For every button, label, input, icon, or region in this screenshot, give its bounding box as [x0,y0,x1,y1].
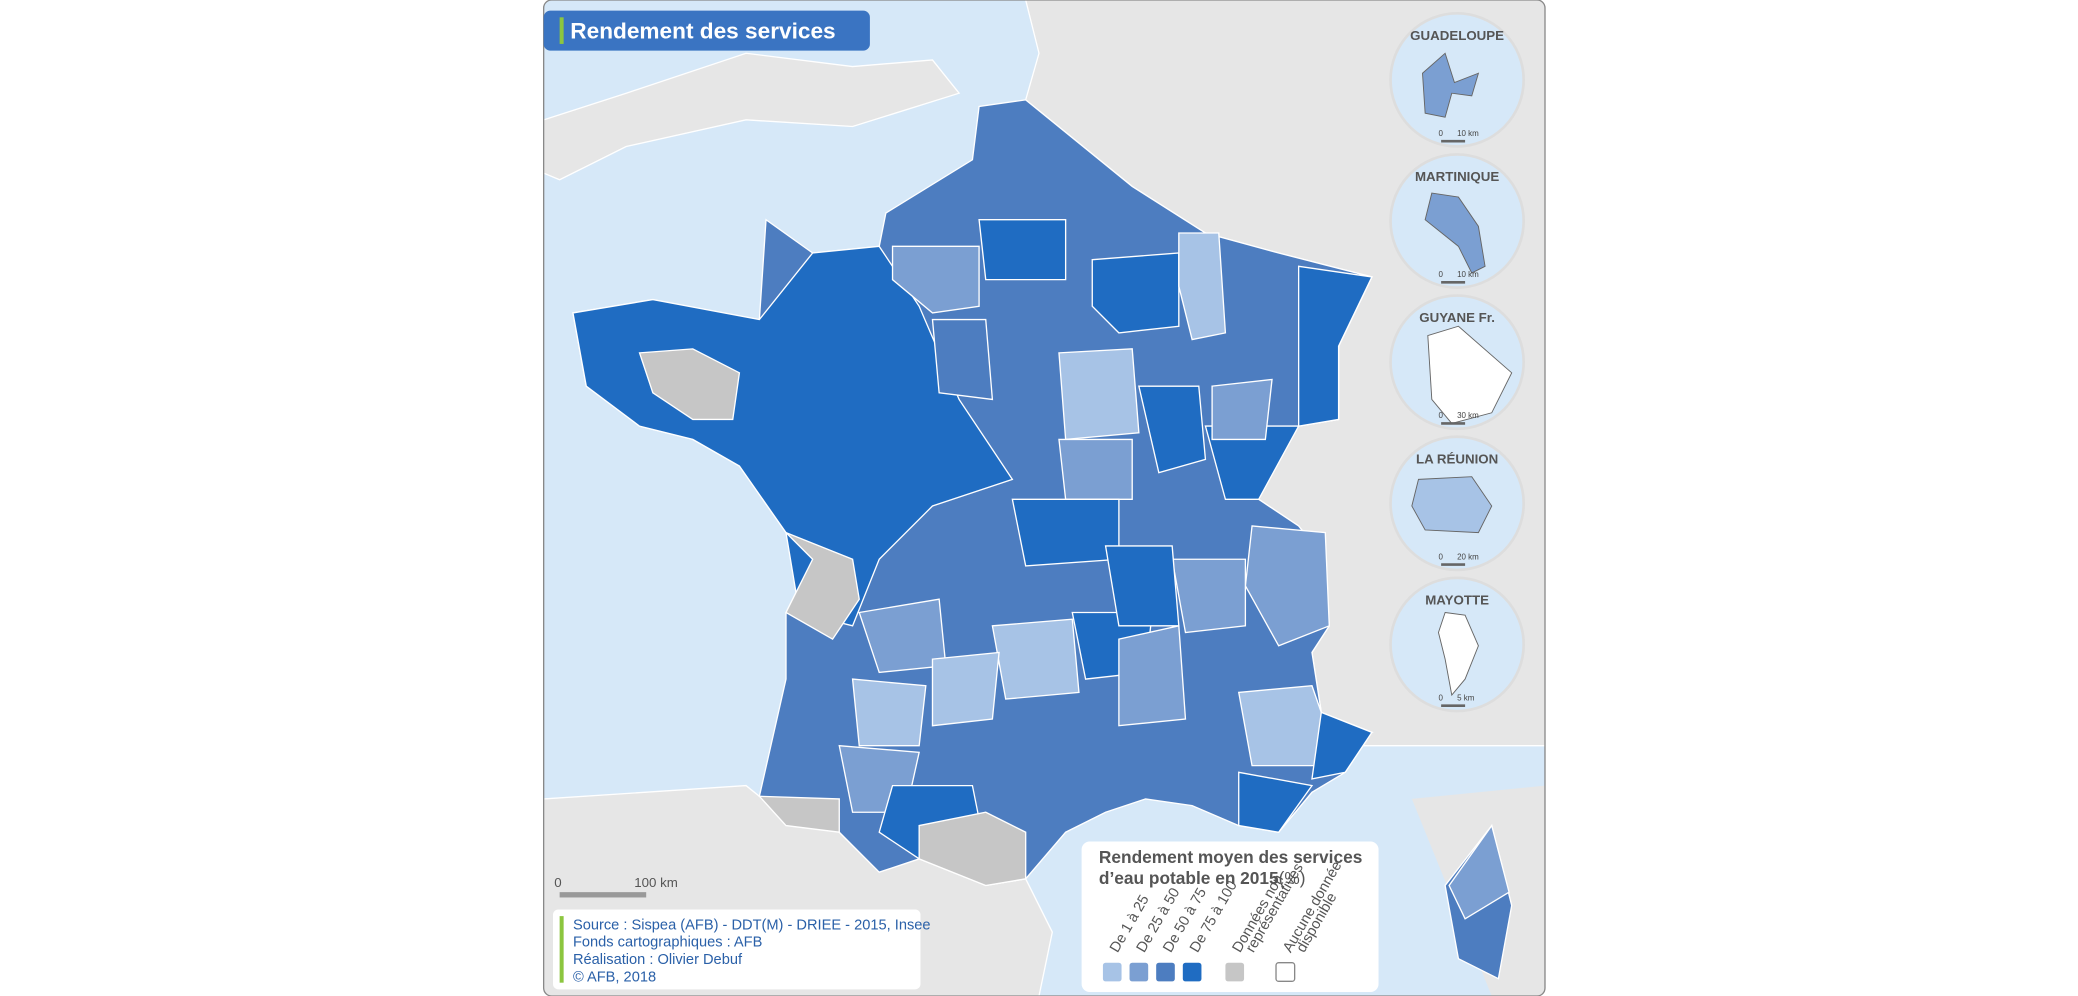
department [785,532,860,641]
inset-scale-label: 5 km [1457,693,1475,702]
department [1178,232,1227,341]
scale-bar-rect [559,892,647,898]
department [572,245,1014,627]
inset-circle [1389,11,1526,148]
legend-box [1081,841,1379,993]
department [638,348,741,421]
legend-swatch [1225,962,1245,982]
inset-territory [1411,476,1493,534]
inset-name: LA RÉUNION [1416,451,1498,466]
department [757,795,840,833]
department [931,318,994,401]
department [1297,265,1373,427]
inset-territory [1427,325,1513,424]
insets: GUADELOUPE 0 10 km MARTINIQUE 0 10 km GUYANE F… [1389,11,1526,713]
source-box [552,909,921,990]
inset-scale-zero: 0 [1438,129,1443,138]
inset-scale-zero: 0 [1438,411,1443,420]
department [1118,625,1187,727]
inset-name: MARTINIQUE [1415,169,1499,184]
inset-scale-label: 10 km [1457,270,1479,279]
inset-name: MAYOTTE [1425,593,1489,608]
legend-unit: (%) [1279,868,1306,888]
legend-title: Rendement moyen des services [1099,847,1362,867]
department [1171,558,1247,634]
scale-label: 100 km [634,875,678,890]
source: Source : Sispea (AFB) - DDT(M) - DRIEE -… [573,917,931,985]
department [1238,771,1314,833]
department [891,245,980,314]
department [1091,252,1180,334]
department [991,618,1080,700]
frame [542,0,1546,996]
source-line: Source : Sispea (AFB) - DDT(M) - DRIEE -… [573,917,931,933]
department [1104,545,1180,627]
inset-scale-zero: 0 [1438,270,1443,279]
legend-title: d’eau potable en 2015 [1099,868,1279,888]
inset-scale-label: 20 km [1457,552,1479,561]
title: Rendement des services [570,19,835,44]
inset-scale-zero: 0 [1438,552,1443,561]
inset-territory [1437,612,1479,697]
legend-swatch [1102,962,1122,982]
department [931,651,1000,727]
inset-name: GUADELOUPE [1410,28,1504,43]
title-accent [559,17,564,44]
inset-territory [1424,192,1486,274]
department [1204,425,1300,500]
legend-swatch [1182,962,1202,982]
source-line: © AFB, 2018 [573,969,656,985]
source-line: Réalisation : Olivier Debuf [573,952,743,968]
source-accent [559,916,564,983]
department [1311,711,1373,780]
department [1211,378,1273,441]
department [851,678,927,747]
legend-swatch [1156,962,1175,982]
department [978,219,1067,281]
department [1058,348,1140,441]
department [1244,525,1330,647]
legend-swatch [1129,962,1149,982]
department [1011,498,1120,567]
scale-zero: 0 [554,875,561,890]
department [1058,438,1133,500]
inset-scale-zero: 0 [1438,693,1443,702]
scale-bar: 0 100 km [554,875,678,898]
inset-scale-label: 30 km [1457,411,1479,420]
inset-name: GUYANE Fr. [1419,310,1495,325]
corsica-north [1448,824,1510,920]
department [918,811,1027,887]
department [1138,385,1207,474]
source-line: Fonds cartographiques : AFB [573,935,762,951]
legend-swatch [1275,962,1296,983]
france [572,99,1513,980]
title-box [543,10,870,51]
department [1237,685,1322,767]
inset-scale-label: 10 km [1457,129,1479,138]
inset-territory [1422,52,1480,118]
